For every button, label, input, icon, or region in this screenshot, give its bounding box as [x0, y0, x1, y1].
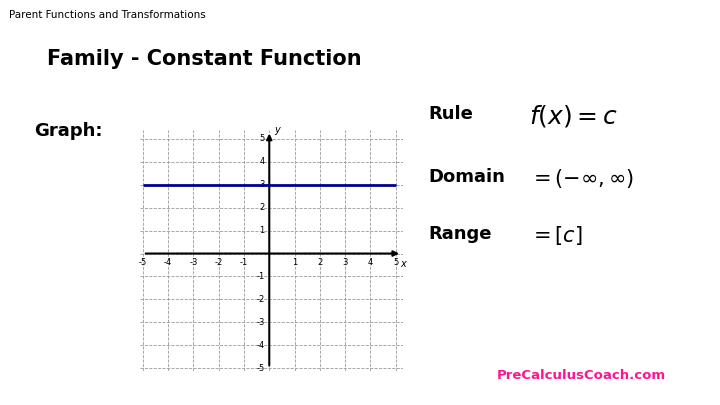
Text: x: x [400, 258, 405, 269]
Text: Family - Constant Function: Family - Constant Function [47, 49, 361, 68]
Text: 1: 1 [292, 258, 297, 266]
Text: -4: -4 [256, 341, 265, 350]
Text: 5: 5 [259, 134, 265, 143]
Text: Range: Range [428, 225, 492, 243]
Text: -3: -3 [256, 318, 265, 327]
Text: $= (-\infty, \infty)$: $= (-\infty, \infty)$ [529, 167, 634, 190]
Text: 3: 3 [259, 180, 265, 189]
Text: -5: -5 [139, 258, 147, 266]
Text: $f(x) = c$: $f(x) = c$ [529, 103, 618, 129]
Text: y: y [274, 125, 279, 135]
Text: -5: -5 [256, 364, 265, 373]
Text: 5: 5 [393, 258, 398, 266]
Text: 1: 1 [259, 226, 265, 235]
Text: Rule: Rule [428, 105, 473, 123]
Text: -1: -1 [240, 258, 248, 266]
Text: -2: -2 [215, 258, 223, 266]
Text: 2: 2 [259, 203, 265, 212]
Text: -3: -3 [189, 258, 198, 266]
Text: -1: -1 [256, 272, 265, 281]
Text: PreCalculusCoach.com: PreCalculusCoach.com [497, 369, 666, 382]
Text: 4: 4 [259, 157, 265, 166]
Text: -2: -2 [256, 295, 265, 304]
Text: $= [c]$: $= [c]$ [529, 224, 582, 247]
Text: Domain: Domain [428, 168, 505, 186]
Text: Graph:: Graph: [35, 122, 103, 139]
Text: -4: -4 [164, 258, 172, 266]
Text: 3: 3 [343, 258, 348, 266]
Text: $\mathit{f}$: $\mathit{f}$ [472, 374, 479, 386]
Text: 2: 2 [318, 258, 323, 266]
Text: 4: 4 [368, 258, 373, 266]
Text: Parent Functions and Transformations: Parent Functions and Transformations [9, 10, 205, 20]
